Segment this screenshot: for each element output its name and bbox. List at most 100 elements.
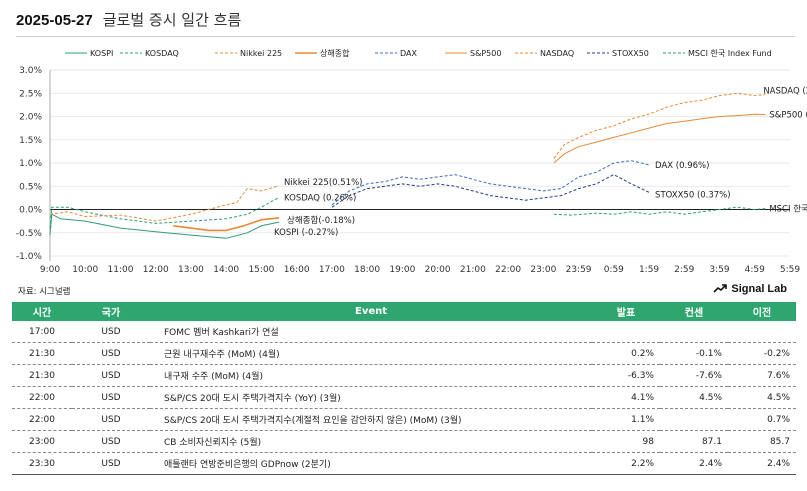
cell-time: 22:00 xyxy=(12,408,72,431)
col-header-country: 국가 xyxy=(72,302,150,321)
x-tick-label: 17:00 xyxy=(319,265,345,275)
x-tick-label: 4:59 xyxy=(745,265,765,275)
table-row: 22:00 USD S&P/CS 20대 도시 주택가격지수 (YoY) (3월… xyxy=(12,386,796,409)
cell-event: CB 소비자신뢰지수 (5월) xyxy=(150,430,592,453)
x-tick-label: 20:00 xyxy=(425,265,451,275)
x-tick-label: 21:00 xyxy=(460,265,486,275)
cell-previous: 0.7% xyxy=(728,408,796,431)
x-tick-label: 10:00 xyxy=(72,265,98,275)
cell-actual: 4.1% xyxy=(592,386,660,409)
header: 2025-05-27 글로벌 증시 일간 흐름 xyxy=(16,9,241,35)
y-tick-label: 0.0% xyxy=(19,206,42,216)
cell-time: 22:00 xyxy=(12,386,72,409)
table-row: 23:00 USD CB 소비자신뢰지수 (5월) 98 87.1 85.7 xyxy=(12,430,796,453)
series-end-label: Nikkei 225(0.51%) xyxy=(284,178,362,188)
legend-label: 상해종합 xyxy=(320,48,350,58)
series-end-label: S&P500 (2.04%) xyxy=(769,111,807,121)
x-tick-label: 12:00 xyxy=(143,265,169,275)
cell-actual xyxy=(592,321,660,343)
series-end-label: DAX (0.96%) xyxy=(655,161,709,171)
y-tick-label: 2.5% xyxy=(19,89,42,99)
x-tick-label: 16:00 xyxy=(284,265,310,275)
table-row: 17:00 USD FOMC 멤버 Kashkari가 연설 xyxy=(12,321,796,343)
x-tick-label: 18:00 xyxy=(354,265,380,275)
x-tick-label: 23:00 xyxy=(530,265,556,275)
series-line xyxy=(49,196,280,229)
cell-event: 근원 내구재수주 (MoM) (4월) xyxy=(150,342,592,365)
header-title: 글로벌 증시 일간 흐름 xyxy=(102,11,242,29)
x-tick-label: 2:59 xyxy=(674,265,694,275)
index-line-chart: -1.0% -0.5% 0.0% 0.5% 1.0% 1.5% 2.0% 2.5% 3.0% 9:… xyxy=(16,48,807,275)
cell-time: 17:00 xyxy=(12,321,72,343)
x-tick-label: 13:00 xyxy=(178,265,204,275)
col-header-previous: 이전 xyxy=(728,302,796,321)
series-line xyxy=(49,213,280,239)
y-tick-label: 1.5% xyxy=(19,136,42,146)
header-date: 2025-05-27 xyxy=(16,12,93,29)
col-header-time: 시간 xyxy=(12,302,72,321)
cell-event: S&P/CS 20대 도시 주택가격지수 (YoY) (3월) xyxy=(150,386,592,409)
cell-country: USD xyxy=(72,321,150,343)
cell-actual: 1.1% xyxy=(592,408,660,431)
legend-label: MSCI 한국 Index Fund xyxy=(688,49,772,58)
cell-event: 애틀랜타 연방준비은행의 GDPnow (2분기) xyxy=(150,452,592,475)
table-row: 21:30 USD 근원 내구재수주 (MoM) (4월) 0.2% -0.1%… xyxy=(12,342,796,365)
cell-previous: 7.6% xyxy=(728,364,796,387)
x-tick-label: 15:00 xyxy=(248,265,274,275)
legend-label: KOSPI xyxy=(90,49,113,58)
x-tick-label: 14:00 xyxy=(213,265,239,275)
table-row: 21:30 USD 내구재 수주 (MoM) (4월) -6.3% -7.6% … xyxy=(12,364,796,387)
cell-country: USD xyxy=(72,452,150,475)
x-tick-label: 11:00 xyxy=(108,265,134,275)
legend-label: S&P500 xyxy=(470,49,501,58)
legend-label: DAX xyxy=(400,49,417,58)
series-line xyxy=(553,113,766,164)
series-line xyxy=(553,206,766,216)
cell-forecast xyxy=(660,408,728,431)
x-tick-label: 5:59 xyxy=(780,265,800,275)
cell-event: FOMC 멤버 Kashkari가 연설 xyxy=(150,321,592,343)
table-row: 22:00 USD S&P/CS 20대 도시 주택가격지수(계절적 요인을 감… xyxy=(12,408,796,431)
x-tick-label: 3:59 xyxy=(709,265,729,275)
cell-previous: 85.7 xyxy=(728,430,796,453)
x-tick-label: 22:00 xyxy=(495,265,521,275)
cell-time: 21:30 xyxy=(12,364,72,387)
cell-previous: 4.5% xyxy=(728,386,796,409)
legend-label: Nikkei 225 xyxy=(240,49,282,58)
x-tick-label: 23:59 xyxy=(566,265,592,275)
cell-time: 23:00 xyxy=(12,430,72,453)
cell-country: USD xyxy=(72,364,150,387)
series-line xyxy=(173,217,280,232)
y-tick-label: -0.5% xyxy=(16,229,43,239)
cell-event: S&P/CS 20대 도시 주택가격지수(계절적 요인을 감안하지 않은) (M… xyxy=(150,408,592,431)
cell-time: 21:30 xyxy=(12,342,72,365)
cell-actual: 0.2% xyxy=(592,342,660,365)
cell-previous xyxy=(728,321,796,343)
cell-forecast: 2.4% xyxy=(660,452,728,475)
col-header-actual: 발표 xyxy=(592,302,660,321)
x-tick-label: 9:00 xyxy=(40,265,60,275)
series-end-label: NASDAQ (2.47%) xyxy=(763,87,807,97)
brand-name: Signal Lab xyxy=(731,283,787,295)
cell-forecast: 87.1 xyxy=(660,430,728,453)
series-line xyxy=(331,160,650,206)
series-line xyxy=(49,185,280,222)
legend-label: STOXX50 xyxy=(612,49,649,58)
series-end-label: KOSDAQ (0.26%) xyxy=(284,193,356,203)
col-header-forecast: 컨센 xyxy=(660,302,728,321)
cell-previous: 2.4% xyxy=(728,452,796,475)
header-divider xyxy=(16,36,795,37)
x-tick-label: 1:59 xyxy=(639,265,659,275)
cell-forecast: -7.6% xyxy=(660,364,728,387)
brand-logo: Signal Lab xyxy=(713,283,787,295)
cell-country: USD xyxy=(72,342,150,365)
economic-calendar-table: 시간 국가 Event 발표 컨센 이전 17:00 USD FOMC 멤버 K… xyxy=(12,302,796,475)
table-row: 23:30 USD 애틀랜타 연방준비은행의 GDPnow (2분기) 2.2%… xyxy=(12,452,796,475)
series-end-label: 상해종합(-0.18%) xyxy=(287,215,355,226)
cell-previous: -0.2% xyxy=(728,342,796,365)
table-header-row: 시간 국가 Event 발표 컨센 이전 xyxy=(12,302,796,321)
col-header-event: Event xyxy=(150,302,592,321)
cell-forecast xyxy=(660,321,728,343)
source-label: 자료: 시그널랩 xyxy=(18,287,71,297)
series-line xyxy=(553,92,766,159)
